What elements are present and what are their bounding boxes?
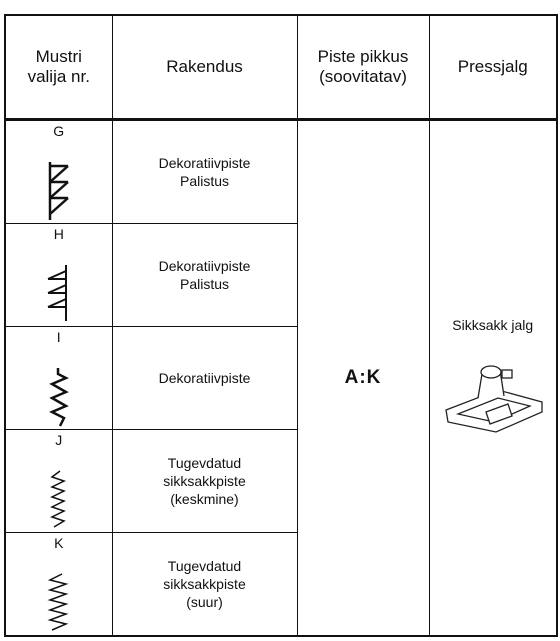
pattern-letter: J (55, 432, 63, 448)
stitch-icon (48, 162, 69, 220)
application-cell: Tugevdatud sikksakkpiste (suur) (111, 532, 298, 637)
stitch-icon (47, 573, 69, 631)
row: G Dekoratiivpiste Palistus A:K Sikksakk … (4, 119, 558, 637)
stitch-icon (48, 368, 69, 427)
stitch-length: A:K (344, 367, 382, 388)
header-cell: Rakendus (111, 14, 298, 121)
presser-foot-icon (445, 365, 543, 433)
pattern-letter: I (56, 329, 61, 345)
pattern-letter: K (54, 535, 64, 551)
application-cell: Tugevdatud sikksakkpiste (keskmine) (111, 429, 298, 533)
presser-foot-label: Sikksakk jalg (452, 317, 534, 333)
row: I Dekoratiivpiste (4, 326, 557, 430)
length-cell: A:K (296, 119, 430, 637)
pattern-cell: J (4, 429, 113, 533)
stitch-table: Mustri valija nr. Rakendus Piste pikkus … (4, 14, 558, 637)
pattern-cell: H (4, 223, 113, 327)
pattern-letter: G (53, 123, 65, 139)
stitch-icon (47, 265, 67, 321)
pattern-cell: G (4, 119, 113, 224)
application-cell: Dekoratiivpiste Palistus (111, 119, 298, 224)
pattern-cell: I (4, 326, 113, 430)
header-cell: Piste pikkus (soovitatav) (296, 14, 430, 121)
application-cell: Dekoratiivpiste (111, 326, 298, 430)
header-cell: Pressjalg (428, 14, 558, 121)
row: H Dekoratiivpiste Palistus (4, 223, 557, 327)
header-row: Mustri valija nr. Rakendus Piste pikkus … (4, 14, 558, 121)
stitch-icon (49, 470, 66, 528)
header-cell: Mustri valija nr. (4, 14, 113, 121)
row: K Tugevdatud sikksakkpiste (suur) (4, 532, 557, 637)
pattern-letter: H (53, 226, 64, 242)
row: J Tugevdatud sikksakkpiste (keskmine) (4, 429, 557, 533)
application-cell: Dekoratiivpiste Palistus (111, 223, 298, 327)
foot-cell: Sikksakk jalg (428, 119, 558, 637)
pattern-cell: K (4, 532, 113, 637)
